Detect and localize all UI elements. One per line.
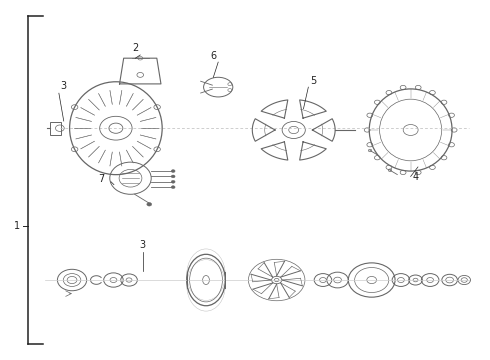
Polygon shape xyxy=(67,80,165,177)
Circle shape xyxy=(171,175,175,178)
Bar xyxy=(50,122,61,135)
Text: 6: 6 xyxy=(210,50,217,60)
Text: 2: 2 xyxy=(132,44,139,53)
Text: 4: 4 xyxy=(413,172,418,182)
Text: 1: 1 xyxy=(14,221,20,231)
Circle shape xyxy=(171,180,175,183)
Text: 5: 5 xyxy=(310,76,317,86)
Circle shape xyxy=(171,170,175,172)
Text: 7: 7 xyxy=(98,174,104,184)
Circle shape xyxy=(171,186,175,189)
Text: 3: 3 xyxy=(61,81,67,91)
Circle shape xyxy=(147,203,152,206)
Text: 3: 3 xyxy=(140,240,146,250)
